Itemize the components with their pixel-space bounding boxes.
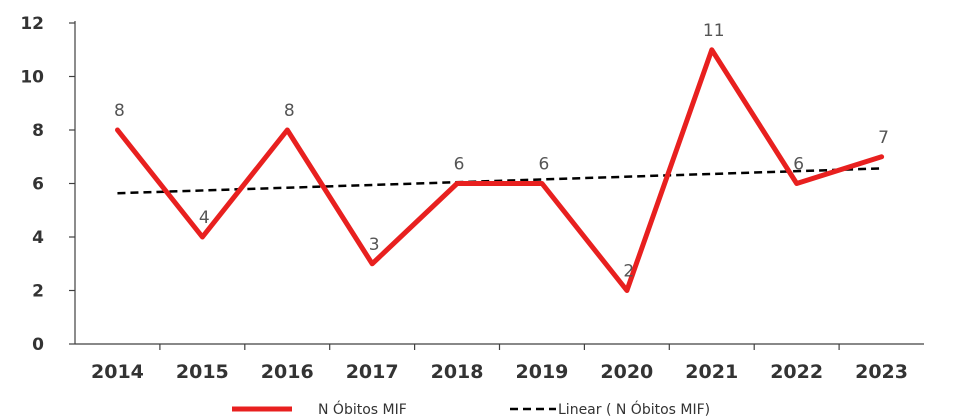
y-tick-label: 12 (20, 14, 44, 34)
axes: 0 2 4 6 8 10 12 2014 2015 2016 2017 2018 2019 2020 202… (20, 14, 924, 383)
x-tick-label: 2022 (770, 361, 823, 383)
data-labels-group: 8 4 8 3 6 6 2 11 6 7 (114, 21, 889, 282)
data-label: 8 (284, 101, 295, 121)
legend: N Óbitos MIF Linear ( N Óbitos MIF) (232, 400, 710, 418)
y-tick-label: 4 (32, 228, 44, 248)
y-tick-label: 2 (32, 282, 44, 302)
data-label: 3 (369, 235, 380, 255)
x-tick-label: 2014 (91, 361, 144, 383)
y-tick-label: 8 (32, 121, 44, 141)
data-label: 6 (793, 155, 804, 175)
x-tick-label: 2021 (685, 361, 738, 383)
data-label: 4 (199, 208, 210, 228)
series-line (115, 47, 885, 293)
data-label: 6 (539, 155, 550, 175)
legend-trendline-label: Linear ( N Óbitos MIF) (558, 400, 710, 418)
legend-series-label: N Óbitos MIF (318, 400, 407, 418)
y-tick-label: 0 (32, 335, 44, 355)
x-tick-label: 2019 (516, 361, 569, 383)
data-label: 2 (623, 262, 634, 282)
series-group (115, 47, 885, 293)
x-tick-label: 2020 (600, 361, 653, 383)
data-label: 11 (703, 21, 725, 41)
x-tick-label: 2017 (346, 361, 399, 383)
x-tick-label: 2015 (176, 361, 229, 383)
data-label: 8 (114, 101, 125, 121)
y-tick-label: 10 (20, 68, 44, 88)
trendline (117, 167, 882, 195)
x-tick-label: 2018 (431, 361, 484, 383)
y-tick-label: 6 (32, 175, 44, 195)
trendline-group (117, 167, 882, 195)
x-tick-label: 2016 (261, 361, 314, 383)
data-label: 6 (454, 155, 465, 175)
x-tick-label: 2023 (855, 361, 908, 383)
data-label: 7 (878, 128, 889, 148)
